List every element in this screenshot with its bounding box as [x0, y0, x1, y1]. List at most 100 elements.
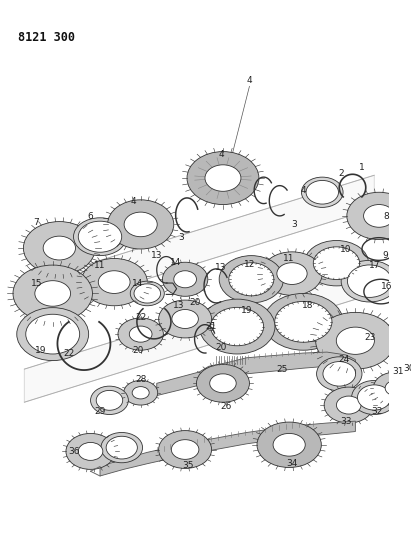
Text: 26: 26 [220, 401, 231, 410]
Ellipse shape [17, 308, 89, 361]
Ellipse shape [257, 422, 321, 467]
Text: 13: 13 [173, 301, 184, 310]
Text: 35: 35 [182, 461, 194, 470]
Ellipse shape [304, 240, 369, 286]
Polygon shape [100, 421, 356, 476]
Ellipse shape [101, 432, 143, 463]
Ellipse shape [316, 312, 395, 369]
Ellipse shape [35, 281, 71, 306]
Text: 4: 4 [130, 197, 136, 206]
Ellipse shape [199, 299, 275, 354]
Ellipse shape [313, 247, 360, 279]
Ellipse shape [124, 212, 157, 237]
Ellipse shape [262, 252, 322, 295]
Text: 13: 13 [151, 251, 162, 260]
Ellipse shape [118, 318, 163, 350]
Ellipse shape [347, 192, 411, 239]
Ellipse shape [106, 437, 137, 459]
Ellipse shape [351, 381, 397, 415]
Ellipse shape [13, 265, 92, 322]
Ellipse shape [90, 386, 128, 415]
Ellipse shape [336, 327, 374, 354]
Ellipse shape [171, 440, 199, 459]
Ellipse shape [210, 374, 236, 393]
Text: 25: 25 [277, 365, 288, 374]
Text: 8121 300: 8121 300 [18, 31, 75, 44]
Ellipse shape [162, 262, 208, 296]
Ellipse shape [130, 281, 164, 306]
Text: 19: 19 [241, 306, 252, 315]
Text: 32: 32 [372, 407, 383, 416]
Ellipse shape [81, 259, 147, 306]
Ellipse shape [347, 265, 392, 297]
Ellipse shape [134, 284, 161, 303]
Text: 4: 4 [218, 150, 224, 159]
Ellipse shape [373, 372, 411, 404]
Text: 3: 3 [178, 233, 184, 242]
Text: 20: 20 [215, 343, 227, 352]
Text: 11: 11 [94, 261, 106, 270]
Text: 2: 2 [338, 169, 344, 178]
Ellipse shape [275, 301, 332, 342]
Ellipse shape [323, 361, 356, 386]
Ellipse shape [66, 433, 115, 470]
Text: 22: 22 [135, 312, 146, 321]
Polygon shape [24, 175, 374, 317]
Text: 3: 3 [291, 220, 297, 229]
Ellipse shape [159, 300, 212, 338]
Ellipse shape [219, 256, 284, 303]
Text: 21: 21 [205, 322, 216, 331]
Ellipse shape [277, 263, 307, 285]
Ellipse shape [316, 357, 362, 391]
Ellipse shape [78, 442, 103, 461]
Ellipse shape [129, 326, 152, 342]
Text: 6: 6 [88, 212, 93, 221]
Text: 19: 19 [35, 346, 46, 354]
Ellipse shape [306, 181, 339, 204]
Ellipse shape [172, 310, 199, 328]
Text: 7: 7 [33, 218, 39, 227]
Text: 34: 34 [286, 459, 298, 468]
Ellipse shape [159, 431, 212, 469]
Ellipse shape [23, 222, 95, 274]
Text: 30: 30 [404, 364, 411, 373]
Ellipse shape [229, 263, 274, 296]
Ellipse shape [74, 218, 127, 256]
Text: 29: 29 [94, 407, 106, 416]
Ellipse shape [174, 271, 196, 288]
Text: 9: 9 [383, 251, 388, 260]
Text: 14: 14 [132, 279, 143, 288]
Text: 31: 31 [392, 367, 404, 376]
Text: 23: 23 [364, 334, 375, 342]
Ellipse shape [78, 221, 122, 252]
Ellipse shape [124, 381, 158, 405]
Ellipse shape [358, 385, 391, 410]
Text: 4: 4 [300, 186, 306, 195]
Ellipse shape [337, 396, 361, 414]
Ellipse shape [132, 386, 149, 399]
Text: 4: 4 [247, 76, 252, 85]
Ellipse shape [96, 390, 123, 410]
Text: 28: 28 [135, 375, 146, 384]
Ellipse shape [187, 151, 259, 205]
Ellipse shape [364, 205, 395, 227]
Text: 36: 36 [69, 447, 80, 456]
Ellipse shape [301, 177, 343, 207]
Text: 33: 33 [340, 417, 352, 426]
Text: 16: 16 [381, 282, 393, 292]
Text: 18: 18 [302, 301, 314, 310]
Ellipse shape [211, 308, 263, 346]
Ellipse shape [385, 381, 407, 395]
Text: 1: 1 [359, 163, 365, 172]
Text: 10: 10 [340, 245, 352, 254]
Polygon shape [24, 260, 374, 402]
Text: 14: 14 [170, 258, 181, 266]
Text: 15: 15 [31, 279, 42, 288]
Text: 20: 20 [189, 298, 200, 308]
Ellipse shape [196, 365, 249, 402]
Ellipse shape [108, 200, 174, 249]
Text: 24: 24 [338, 355, 350, 364]
Ellipse shape [205, 165, 241, 191]
Ellipse shape [98, 271, 130, 294]
Text: 11: 11 [284, 254, 295, 263]
